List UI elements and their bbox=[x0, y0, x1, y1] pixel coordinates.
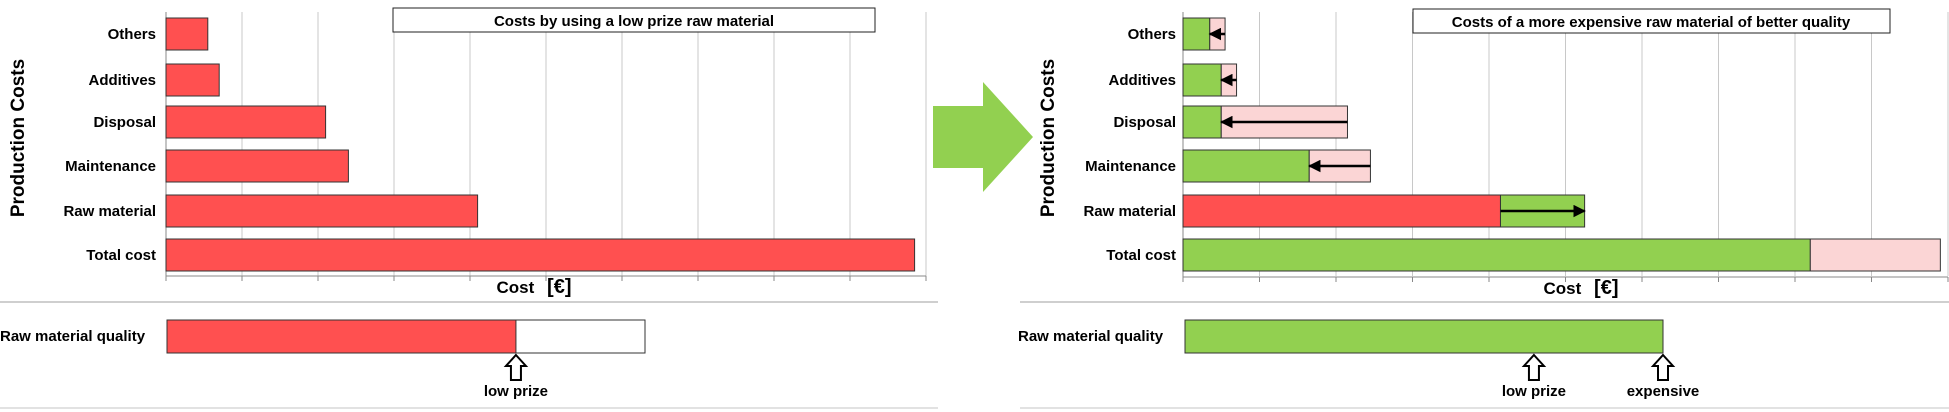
category-label-raw-material: Raw material bbox=[1083, 203, 1176, 220]
up-arrow-icon bbox=[503, 353, 529, 381]
category-label-disposal: Disposal bbox=[1113, 114, 1176, 131]
category-label-maintenance: Maintenance bbox=[1085, 158, 1176, 175]
left-ylabel: Production Costs bbox=[8, 59, 29, 217]
marker-label-low-prize: low prize bbox=[1502, 383, 1566, 400]
left-category-labels: Others Additives Disposal Maintenance Raw ma… bbox=[63, 26, 156, 264]
category-label-additives: Additives bbox=[1108, 72, 1176, 89]
quality-bar-fill bbox=[166, 319, 517, 354]
left-cost-chart: Production Costs Others Additives Disposal… bbox=[8, 7, 927, 298]
bar-others bbox=[165, 17, 209, 51]
left-quality-panel: Raw material quality low prize bbox=[0, 301, 938, 409]
left-quality-label: Raw material quality bbox=[0, 328, 146, 345]
left-title-box bbox=[392, 7, 876, 33]
category-label-maintenance: Maintenance bbox=[65, 158, 156, 175]
up-arrow-icon bbox=[1650, 353, 1676, 381]
bar-additives bbox=[165, 63, 220, 97]
bar-total-cost bbox=[1809, 238, 1941, 272]
bar-raw-material bbox=[165, 194, 479, 228]
category-label-raw-material: Raw material bbox=[63, 203, 156, 220]
bar-maintenance bbox=[165, 149, 349, 183]
right-xlabel: Cost [€] bbox=[1544, 277, 1619, 299]
category-label-total-cost: Total cost bbox=[1106, 247, 1176, 264]
left-grid bbox=[165, 12, 927, 281]
right-bars bbox=[1182, 17, 1941, 272]
marker-label-low-prize: low prize bbox=[484, 383, 548, 400]
bar-disposal bbox=[165, 105, 327, 139]
left-bars bbox=[165, 17, 916, 272]
right-quality-bars bbox=[1020, 301, 1949, 409]
bar-raw-material bbox=[1182, 194, 1501, 228]
category-label-others: Others bbox=[108, 26, 156, 43]
category-label-total-cost: Total cost bbox=[86, 247, 156, 264]
bar-total-cost bbox=[165, 238, 916, 272]
bar-total-cost bbox=[1182, 238, 1811, 272]
left-chart-title: Costs by using a low prize raw material bbox=[494, 13, 774, 30]
left-quality-markers: low prize bbox=[484, 353, 548, 400]
right-title-box bbox=[1412, 8, 1891, 34]
bar-maintenance bbox=[1182, 149, 1310, 183]
right-arrow-icon bbox=[933, 82, 1033, 192]
category-label-disposal: Disposal bbox=[93, 114, 156, 131]
category-label-additives: Additives bbox=[88, 72, 156, 89]
right-quality-panel: Raw material quality low prize expensive bbox=[1018, 301, 1949, 409]
left-quality-bars bbox=[0, 301, 938, 409]
right-chart-title: Costs of a more expensive raw material o… bbox=[1452, 14, 1851, 31]
bar-additives bbox=[1182, 63, 1222, 97]
bar-others bbox=[1182, 17, 1211, 51]
right-cost-chart: Production Costs Others Additives Disposal… bbox=[1038, 8, 1949, 299]
right-change-arrows bbox=[1208, 27, 1586, 218]
right-ylabel: Production Costs bbox=[1038, 59, 1059, 217]
right-grid bbox=[1182, 12, 1949, 282]
quality-bar-fill bbox=[1184, 319, 1664, 354]
marker-label-expensive: expensive bbox=[1627, 383, 1700, 400]
bar-disposal bbox=[1182, 105, 1222, 139]
category-label-others: Others bbox=[1128, 26, 1176, 43]
left-xlabel: Cost [€] bbox=[497, 276, 572, 298]
right-category-labels: Others Additives Disposal Maintenance Raw ma… bbox=[1083, 26, 1176, 264]
right-quality-markers: low prize expensive bbox=[1502, 353, 1700, 400]
right-quality-label: Raw material quality bbox=[1018, 328, 1164, 345]
up-arrow-icon bbox=[1521, 353, 1547, 381]
